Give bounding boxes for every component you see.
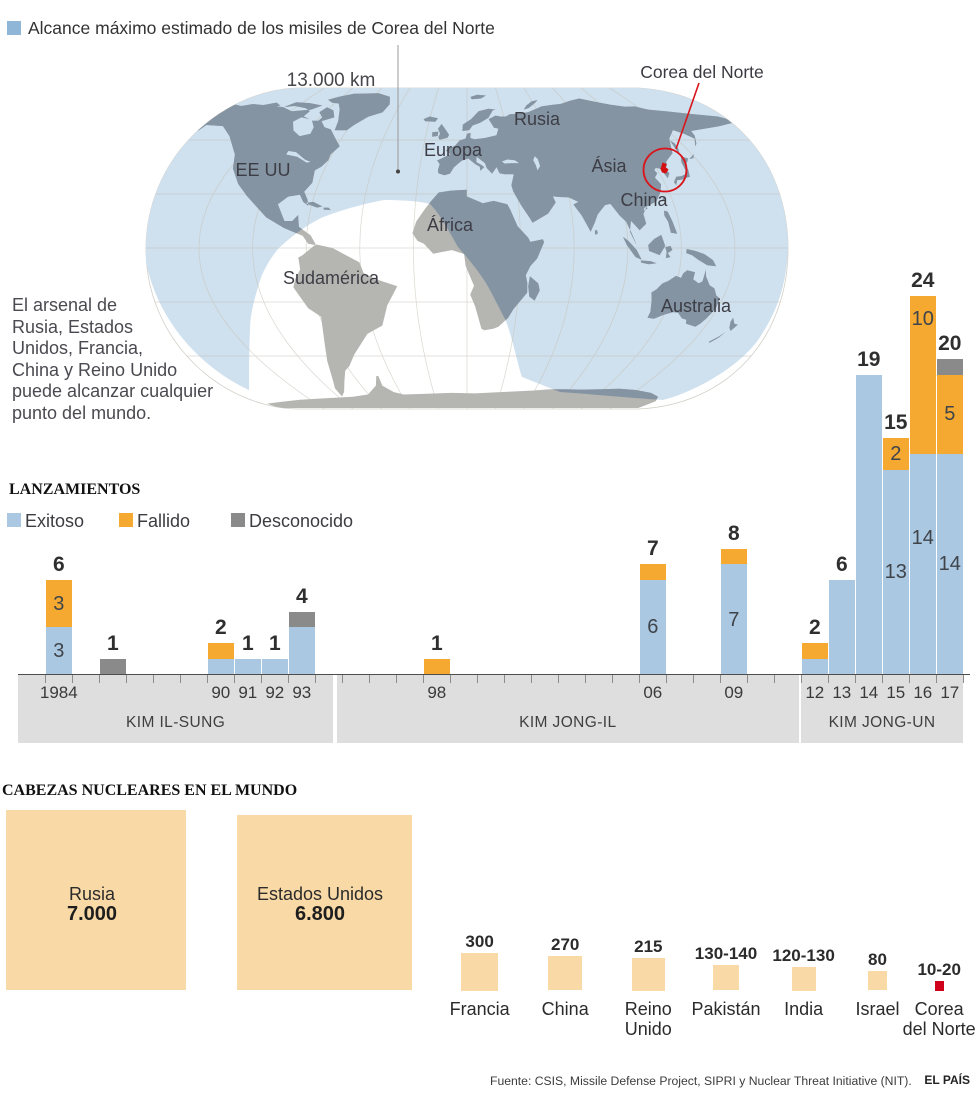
svg-text:EE UU: EE UU bbox=[235, 160, 290, 180]
svg-text:13.000 km: 13.000 km bbox=[287, 70, 376, 91]
svg-text:Corea del Norte: Corea del Norte bbox=[640, 62, 764, 82]
svg-text:Ásia: Ásia bbox=[591, 156, 627, 176]
svg-text:Australia: Australia bbox=[661, 296, 732, 316]
svg-text:Rusia: Rusia bbox=[514, 109, 561, 129]
svg-text:Sudamérica: Sudamérica bbox=[283, 268, 380, 288]
svg-text:África: África bbox=[427, 215, 474, 235]
svg-text:China: China bbox=[620, 190, 668, 210]
svg-text:Europa: Europa bbox=[424, 140, 483, 160]
